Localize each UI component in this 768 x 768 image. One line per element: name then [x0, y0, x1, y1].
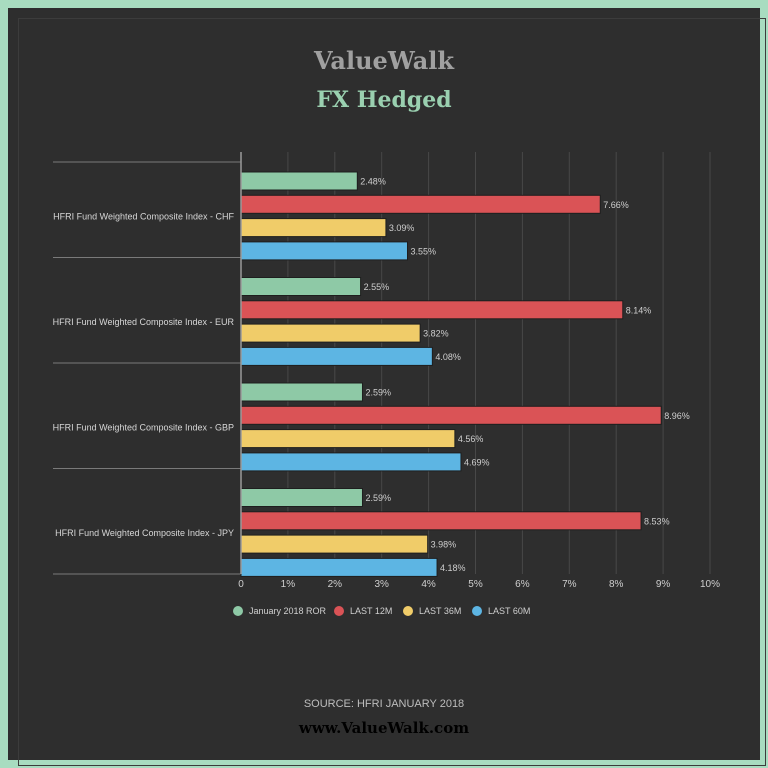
source-text: SOURCE: HFRI JANUARY 2018	[303, 698, 465, 710]
x-tick-label: 8%	[609, 579, 624, 590]
data-label: 4.56%	[458, 434, 484, 444]
data-label: 4.18%	[440, 563, 466, 573]
legend-marker	[233, 606, 243, 616]
brand-title: ValueWalk	[314, 46, 454, 75]
legend-marker	[334, 606, 344, 616]
legend-label: LAST 12M	[350, 606, 392, 616]
chart-title: FX Hedged	[316, 87, 452, 113]
bar-last-60m-2	[240, 346, 433, 366]
data-label: 3.55%	[410, 246, 436, 256]
bar-last-60m-4	[240, 557, 438, 577]
legend-marker	[472, 606, 482, 616]
x-tick-label: 7%	[562, 579, 577, 590]
data-label: 8.14%	[626, 305, 652, 315]
data-label: 3.82%	[423, 329, 449, 339]
bar-last-36m-3	[240, 429, 456, 449]
data-label: 2.48%	[360, 177, 386, 187]
legend-label: LAST 60M	[488, 606, 530, 616]
bar-last-36m-2	[240, 323, 421, 343]
data-label: 4.69%	[464, 457, 490, 467]
bar-last-60m-1	[240, 241, 408, 261]
data-label: 2.55%	[364, 282, 390, 292]
legend-label: January 2018 ROR	[249, 606, 327, 616]
bar-last-12m-4	[240, 511, 642, 531]
website-url: www.ValueWalk.com	[298, 719, 470, 737]
data-label: 8.96%	[664, 411, 690, 421]
bar-last-12m-3	[240, 405, 662, 425]
data-label: 4.08%	[435, 352, 461, 362]
legend-label: LAST 36M	[419, 606, 461, 616]
x-tick-label: 5%	[468, 579, 483, 590]
x-tick-label: 2%	[328, 579, 343, 590]
x-tick-label: 1%	[281, 579, 296, 590]
bar-january-2018-ror-4	[240, 488, 363, 507]
category-label: HFRI Fund Weighted Composite Index - JPY	[55, 528, 234, 538]
bar-last-36m-4	[240, 534, 429, 554]
data-label: 7.66%	[603, 200, 629, 210]
x-tick-label: 0	[238, 579, 244, 590]
category-label: HFRI Fund Weighted Composite Index - GBP	[53, 423, 234, 433]
category-label: HFRI Fund Weighted Composite Index - CHF	[53, 212, 234, 222]
data-label: 2.59%	[365, 388, 391, 398]
category-label: HFRI Fund Weighted Composite Index - EUR	[53, 317, 235, 327]
legend-marker	[403, 606, 413, 616]
bar-january-2018-ror-1	[240, 171, 358, 191]
inner-frame	[18, 18, 766, 766]
x-tick-label: 10%	[700, 579, 720, 590]
x-tick-label: 6%	[515, 579, 530, 590]
data-label: 3.98%	[431, 540, 457, 550]
x-tick-label: 3%	[374, 579, 389, 590]
bar-last-36m-1	[240, 218, 387, 238]
bar-last-12m-1	[240, 194, 601, 214]
x-tick-label: 4%	[421, 579, 436, 590]
x-tick-label: 9%	[656, 579, 671, 590]
data-label: 3.09%	[389, 223, 415, 233]
data-label: 2.59%	[365, 493, 391, 503]
bar-last-12m-2	[240, 300, 624, 320]
bar-january-2018-ror-2	[240, 277, 362, 296]
bar-last-60m-3	[240, 452, 462, 472]
bar-january-2018-ror-3	[240, 382, 363, 402]
data-label: 8.53%	[644, 516, 670, 526]
